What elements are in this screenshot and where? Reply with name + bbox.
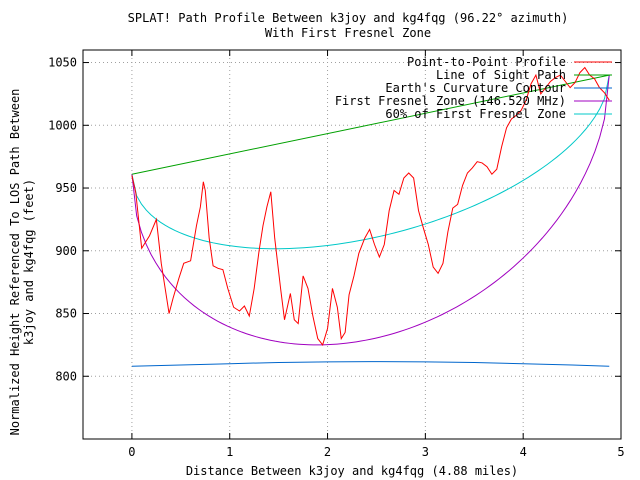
legend-label-1: Point-to-Point Profile bbox=[407, 55, 566, 69]
y-tick-label: 800 bbox=[55, 369, 77, 383]
series-line-1 bbox=[131, 66, 610, 346]
x-tick-label: 2 bbox=[324, 445, 331, 459]
y-tick-label: 1050 bbox=[48, 56, 77, 70]
x-tick-label: 5 bbox=[617, 445, 624, 459]
y-tick-label: 900 bbox=[55, 244, 77, 258]
series-line-4 bbox=[131, 75, 610, 346]
x-tick-label: 3 bbox=[422, 445, 429, 459]
legend-label-4: First Fresnel Zone (146.520 MHz) bbox=[335, 94, 566, 108]
y-tick-label: 950 bbox=[55, 181, 77, 195]
plot-frame bbox=[82, 49, 622, 440]
chart-subtitle: With First Fresnel Zone bbox=[265, 26, 431, 40]
legend-label-2: Line of Sight Path bbox=[436, 68, 566, 82]
y-tick-label: 850 bbox=[55, 307, 77, 321]
series-line-3 bbox=[131, 361, 610, 367]
x-tick-label: 0 bbox=[128, 445, 135, 459]
tick-labels: 0 1 2 3 4 5 800 850 900 950 1000 1050 bbox=[48, 56, 625, 459]
y-tick-label: 1000 bbox=[48, 118, 77, 132]
axis-ticks bbox=[83, 50, 622, 439]
x-axis-label: Distance Between k3joy and kg4fqg (4.88 … bbox=[186, 464, 518, 478]
y-axis-label: Normalized Height Referenced To LOS Path… bbox=[8, 89, 22, 436]
x-tick-label: 4 bbox=[520, 445, 527, 459]
legend-label-3: Earth's Curvature Contour bbox=[385, 81, 566, 95]
series-layer bbox=[131, 66, 610, 367]
y-axis-label-line-2: k3joy and kg4fqg (feet) bbox=[22, 179, 36, 345]
x-tick-label: 1 bbox=[226, 445, 233, 459]
grid-lines bbox=[83, 50, 622, 439]
legend-label-5: 60% of First Fresnel Zone bbox=[385, 107, 566, 121]
chart-title: SPLAT! Path Profile Between k3joy and kg… bbox=[128, 11, 569, 25]
series-line-5 bbox=[131, 75, 610, 250]
series-line-2 bbox=[131, 74, 610, 175]
